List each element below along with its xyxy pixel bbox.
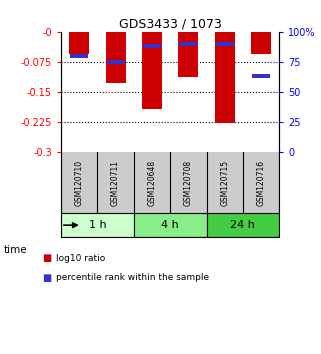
Text: 1 h: 1 h	[89, 220, 106, 230]
Text: ■: ■	[42, 273, 51, 283]
Text: GSM120708: GSM120708	[184, 160, 193, 206]
Text: time: time	[3, 245, 27, 255]
Bar	[178, 32, 198, 77]
Text: 4 h: 4 h	[161, 220, 179, 230]
Bar	[215, 32, 235, 123]
Text: GSM120648: GSM120648	[147, 160, 156, 206]
Bar	[142, 32, 162, 109]
Bar	[252, 74, 270, 78]
Bar	[206, 213, 279, 237]
Bar	[143, 44, 161, 48]
Text: GSM120715: GSM120715	[220, 160, 229, 206]
Text: log10 ratio: log10 ratio	[56, 254, 105, 263]
Title: GDS3433 / 1073: GDS3433 / 1073	[119, 18, 221, 31]
Text: GSM120716: GSM120716	[256, 160, 265, 206]
Bar	[107, 60, 125, 64]
Text: ■: ■	[42, 253, 51, 263]
Bar	[70, 54, 88, 58]
Bar	[61, 213, 134, 237]
Text: 24 h: 24 h	[230, 220, 255, 230]
Text: GSM120710: GSM120710	[75, 160, 84, 206]
Bar	[134, 213, 206, 237]
Bar	[106, 32, 126, 83]
Bar	[216, 42, 234, 46]
Text: percentile rank within the sample: percentile rank within the sample	[56, 273, 209, 282]
Bar	[179, 42, 197, 46]
Bar	[251, 32, 271, 54]
Text: GSM120711: GSM120711	[111, 160, 120, 206]
Bar	[69, 32, 89, 54]
